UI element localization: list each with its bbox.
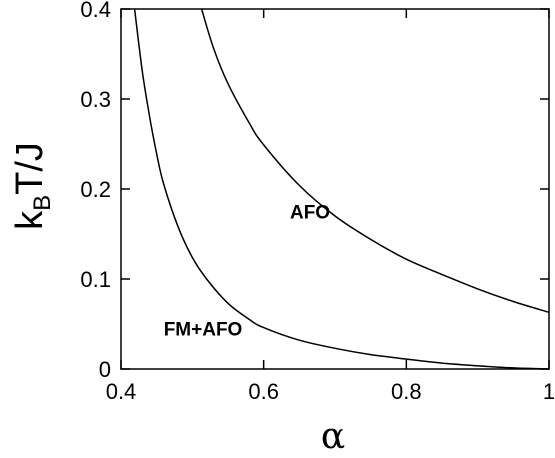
x-tick-label: 0.6 [248,379,279,404]
region-label: FM+AFO [164,320,243,341]
region-label: AFO [290,203,330,224]
y-axis-title: kBT/J [9,142,56,230]
phase-boundary-curve-1 [133,8,550,370]
x-tick-label: 0.8 [391,379,422,404]
y-tick-label: 0.1 [80,267,111,292]
y-tick-label: 0.4 [80,0,111,22]
annotations-layer: AFO FM+AFO [164,203,330,341]
ticks-layer: 0.4 0.6 0.8 1 0 0.1 0.2 0.3 0.4 [80,0,555,404]
x-tick-label: 1 [543,379,555,404]
x-axis-title: α [321,416,345,457]
y-tick-label: 0 [99,357,111,382]
phase-boundary-curve-2 [200,8,550,314]
curves-layer [133,8,550,370]
y-tick-label: 0.2 [80,177,111,202]
y-axis-title-rest: T/J [9,142,51,195]
y-axis-title-k: k [9,210,51,230]
x-tick-label: 0.4 [106,379,137,404]
y-tick-label: 0.3 [80,87,111,112]
y-axis-title-subscript: B [29,195,56,211]
plot-frame [120,8,550,370]
